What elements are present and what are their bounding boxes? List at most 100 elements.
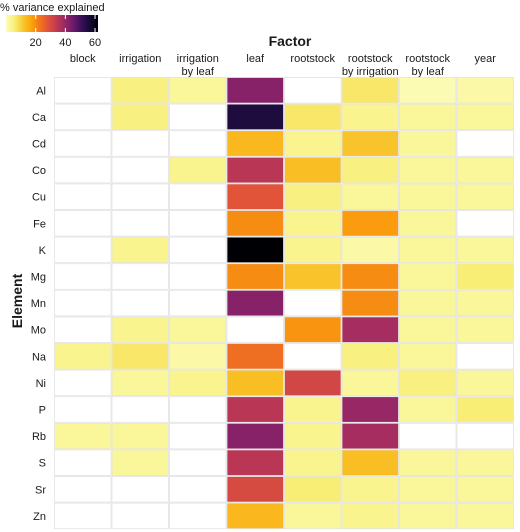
y-tick-label: Zn [33, 511, 46, 523]
heatmap-cell [169, 210, 227, 237]
heatmap-cell [169, 183, 227, 210]
heatmap-cell [341, 236, 399, 264]
heatmap-cell [284, 183, 342, 210]
heatmap-cell [226, 236, 284, 264]
y-axis-labels: Al Ca Cd Co Cu Fe K Mg Mn Mo Na Ni P Rb S Sr Zn [31, 85, 47, 523]
heatmap-cell [111, 130, 169, 157]
heatmap-cell [169, 369, 227, 397]
heatmap-cell [284, 156, 342, 184]
heatmap-cell [169, 130, 227, 157]
colorbar-title: % variance explained [0, 2, 105, 14]
heatmap-cell [456, 210, 514, 237]
heatmap-cell [399, 502, 457, 530]
heatmap-cell [284, 210, 342, 237]
heatmap-cell [169, 502, 227, 530]
colorbar-tick-label: 20 [30, 37, 42, 49]
y-tick-label: Sr [35, 484, 46, 496]
colorbar-gradient [6, 15, 98, 32]
heatmap-cell [341, 476, 399, 503]
y-tick-label: Cu [32, 192, 46, 204]
y-axis-title: Element [9, 273, 25, 328]
heatmap-cell [169, 316, 227, 343]
heatmap-cell [399, 103, 457, 131]
heatmap-cell [456, 316, 514, 343]
x-tick-label: year [475, 53, 497, 65]
heatmap-cell [341, 183, 399, 210]
heatmap-cell [169, 289, 227, 317]
heatmap-cell [111, 210, 169, 237]
heatmap-cell [399, 343, 457, 370]
heatmap-cell [284, 77, 342, 104]
heatmap-cell [54, 156, 112, 184]
heatmap-cell [456, 502, 514, 530]
heatmap-cell [456, 422, 514, 450]
heatmap-cell [399, 476, 457, 503]
heatmap-cell [284, 343, 342, 370]
heatmap-cell [111, 77, 169, 104]
y-tick-label: Mo [31, 325, 46, 337]
heatmap-cell [169, 263, 227, 290]
heatmap-cell [226, 476, 284, 503]
heatmap-cell [54, 77, 112, 104]
heatmap-cell [226, 183, 284, 210]
heatmap-cell [341, 289, 399, 317]
heatmap-cell [54, 130, 112, 157]
heatmap-cell [341, 210, 399, 237]
heatmap-cell [226, 396, 284, 423]
heatmap-cell [341, 449, 399, 476]
heatmap-cells [54, 77, 514, 530]
heatmap-cell [399, 396, 457, 423]
heatmap-cell [226, 316, 284, 343]
heatmap-cell [111, 476, 169, 503]
y-tick-label: Rb [32, 431, 46, 443]
heatmap-cell [54, 422, 112, 450]
heatmap-cell [284, 449, 342, 476]
heatmap-cell [456, 130, 514, 157]
heatmap-cell [54, 183, 112, 210]
heatmap-cell [226, 263, 284, 290]
y-tick-label: K [39, 245, 47, 257]
heatmap-cell [111, 502, 169, 530]
heatmap-cell [169, 396, 227, 423]
heatmap-cell [226, 130, 284, 157]
heatmap-cell [399, 183, 457, 210]
y-tick-label: S [39, 458, 46, 470]
heatmap-cell [284, 263, 342, 290]
heatmap-cell [399, 449, 457, 476]
heatmap-cell [169, 77, 227, 104]
heatmap-cell [456, 369, 514, 397]
x-axis-labels: block irrigation irrigation by leaf leaf root… [70, 53, 496, 78]
heatmap-cell [169, 422, 227, 450]
y-tick-label: Ni [36, 378, 46, 390]
heatmap-cell [284, 130, 342, 157]
heatmap-cell [54, 502, 112, 530]
heatmap-cell [456, 449, 514, 476]
heatmap-cell [341, 422, 399, 450]
heatmap-cell [456, 343, 514, 370]
y-tick-label: P [39, 405, 46, 417]
heatmap-cell [226, 77, 284, 104]
heatmap-cell [399, 422, 457, 450]
heatmap-cell [284, 316, 342, 343]
heatmap-cell [169, 449, 227, 476]
x-tick-label: rootstock by leaf [405, 53, 450, 78]
heatmap-cell [111, 316, 169, 343]
heatmap-cell [226, 449, 284, 476]
heatmap-cell [284, 476, 342, 503]
heatmap-cell [456, 236, 514, 264]
heatmap-cell [54, 289, 112, 317]
heatmap-cell [456, 77, 514, 104]
heatmap-cell [226, 156, 284, 184]
heatmap-cell [54, 103, 112, 131]
heatmap-cell [111, 449, 169, 476]
heatmap-cell [226, 103, 284, 131]
y-tick-label: Fe [33, 218, 46, 230]
heatmap-cell [284, 502, 342, 530]
x-tick-label: rootstock by irrigation [342, 53, 399, 78]
heatmap-cell [399, 236, 457, 264]
heatmap-cell [111, 369, 169, 397]
y-tick-label: Mn [31, 298, 46, 310]
colorbar-tick-label: 40 [59, 37, 71, 49]
heatmap-cell [111, 263, 169, 290]
heatmap-cell [341, 396, 399, 423]
